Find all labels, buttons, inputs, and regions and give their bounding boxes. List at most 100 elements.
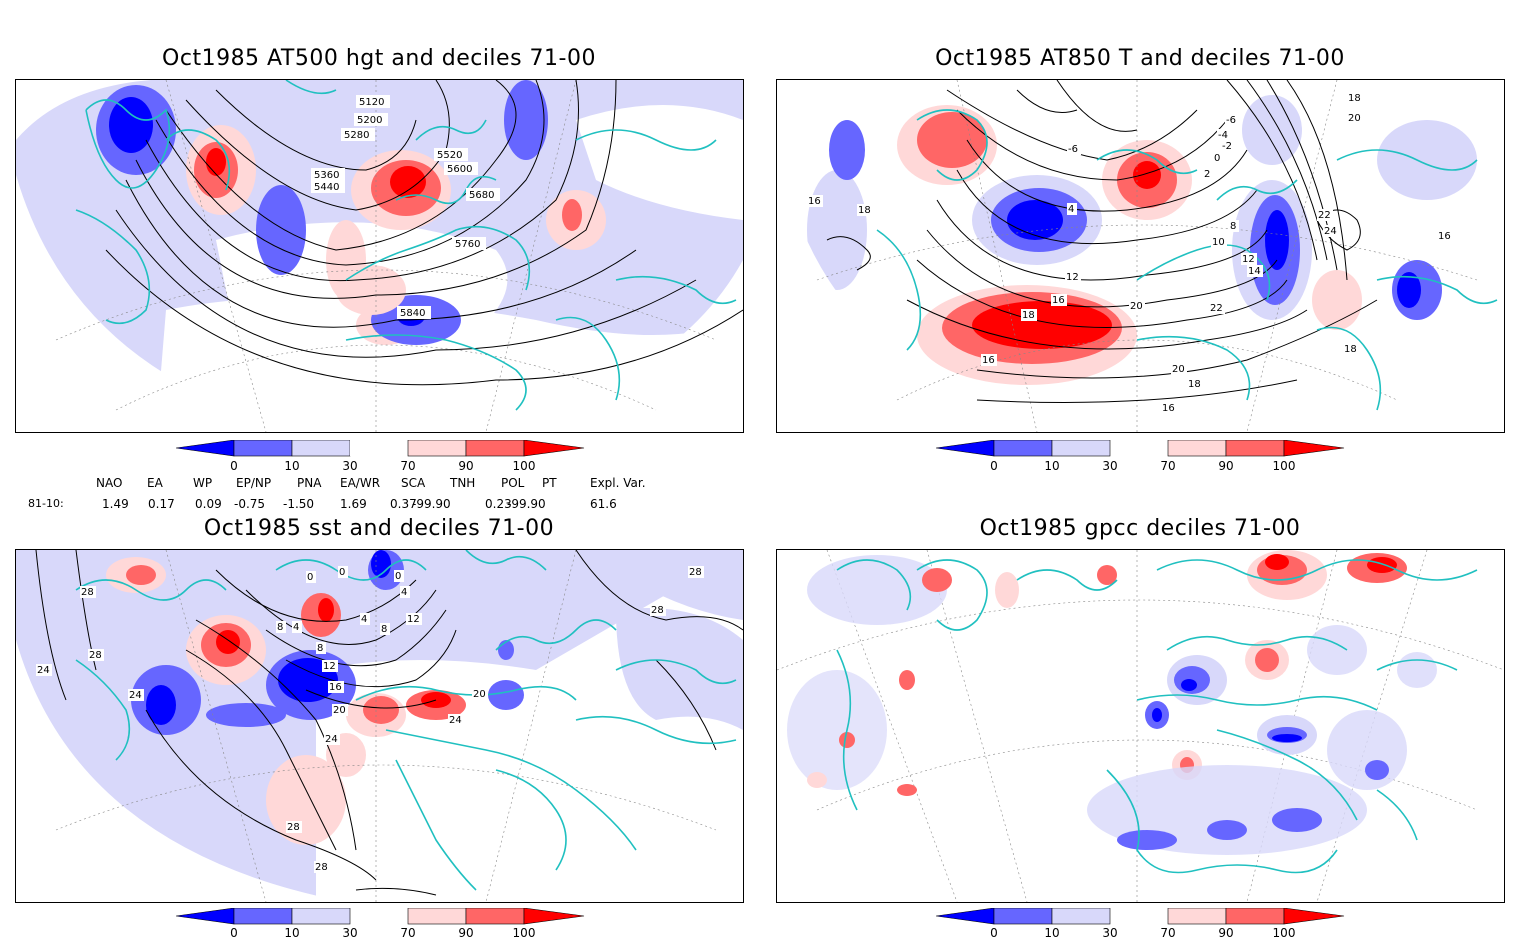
contour-label: 5360 [314, 170, 339, 181]
stat-header: Expl. Var. [590, 476, 646, 490]
stat-value: 0.17 [148, 497, 175, 511]
colorbar-top-right: 0 10 30 70 90 100 [936, 440, 1345, 473]
svg-text:30: 30 [342, 926, 357, 940]
contour-label: -6 [1226, 115, 1236, 126]
svg-text:100: 100 [1273, 459, 1296, 473]
contour-label: 0 [1214, 153, 1220, 164]
stat-header: TNH [450, 476, 476, 490]
contour-label: 12 [1242, 254, 1255, 265]
contour-label: 14 [1248, 266, 1261, 277]
stat-value: -0.75 [234, 497, 266, 511]
stat-value: 1.69 [340, 497, 367, 511]
contour-label: 16 [329, 682, 342, 693]
colorbar-bottom-left: 0 10 30 70 90 100 [176, 908, 585, 940]
contour-label: 20 [333, 705, 346, 716]
contour-label: 2 [1204, 169, 1210, 180]
contour-label: 8 [1230, 221, 1236, 232]
contour-label: 18 [1344, 344, 1357, 355]
panel-title-at500: Oct1985 AT500 hgt and deciles 71-00 [162, 46, 596, 71]
contour-label: 5760 [455, 239, 480, 250]
svg-text:100: 100 [1273, 926, 1296, 940]
map-panel-at850: -6 -4 -2 0 2 4 -6 8 10 12 12 14 16 18 20… [776, 79, 1505, 433]
contour-label: 24 [129, 690, 142, 701]
contour-label: 5520 [437, 150, 462, 161]
contour-label: 5200 [357, 115, 382, 126]
contour-label: 24 [325, 734, 338, 745]
contour-label: 10 [1212, 237, 1225, 248]
stat-value: 0.23 [485, 497, 512, 511]
contour-label: 16 [1438, 231, 1451, 242]
contour-label: 4 [293, 622, 299, 633]
panel-title-gpcc: Oct1985 gpcc deciles 71-00 [979, 516, 1301, 541]
stat-value: 61.6 [590, 497, 617, 511]
map-panel-gpcc [776, 549, 1505, 903]
map-panel-at500: 5120 5200 5280 5360 5440 5520 5600 5680 … [15, 79, 744, 433]
contour-label: 5600 [447, 164, 472, 175]
stat-header: WP [193, 476, 213, 490]
svg-text:10: 10 [284, 926, 299, 940]
svg-text:0: 0 [230, 926, 238, 940]
contour-label: -4 [1218, 130, 1228, 141]
contour-label: 12 [323, 661, 336, 672]
svg-text:10: 10 [1044, 926, 1059, 940]
contour-label: 8 [381, 624, 387, 635]
contour-label: 5280 [344, 130, 369, 141]
stat-value: -1.50 [283, 497, 315, 511]
panel-title-sst: Oct1985 sst and deciles 71-00 [203, 516, 555, 541]
svg-text:10: 10 [1044, 459, 1059, 473]
svg-text:70: 70 [1160, 459, 1175, 473]
contour-label: 20 [1172, 364, 1185, 375]
contour-label: 16 [982, 355, 995, 366]
contour-label: 18 [858, 205, 871, 216]
colorbar-bottom-right: 0 10 30 70 90 100 [936, 908, 1345, 940]
svg-text:30: 30 [1102, 926, 1117, 940]
svg-text:90: 90 [458, 459, 473, 473]
contour-label: 16 [808, 196, 821, 207]
stat-header: PNA [297, 476, 322, 490]
contour-label: 28 [287, 822, 300, 833]
contour-label: 28 [651, 605, 664, 616]
svg-text:0: 0 [990, 459, 998, 473]
contour-label: 0 [307, 572, 313, 583]
svg-text:30: 30 [342, 459, 357, 473]
svg-text:70: 70 [400, 459, 415, 473]
contour-label: 20 [473, 689, 486, 700]
stat-value: 1.49 [102, 497, 129, 511]
contour-label: 4 [401, 587, 407, 598]
contour-label: 28 [315, 862, 328, 873]
contour-label: 24 [37, 665, 50, 676]
stat-value: 0.09 [195, 497, 222, 511]
contour-label: 28 [81, 587, 94, 598]
contour-label: 18 [1022, 310, 1035, 321]
svg-text:90: 90 [1218, 459, 1233, 473]
contour-label: 16 [1162, 403, 1175, 414]
contour-label: 18 [1348, 93, 1361, 104]
contour-label: 5440 [314, 182, 339, 193]
contour-label: 8 [317, 643, 323, 654]
colorbar-top-left: 0 10 30 70 90 100 [176, 440, 585, 473]
contour-label: 0 [339, 567, 345, 578]
stat-header: EP/NP [236, 476, 272, 490]
stat-header: NAO [96, 476, 123, 490]
contour-label: 4 [1068, 204, 1074, 215]
stat-value: -99.90 [507, 497, 546, 511]
svg-text:90: 90 [1218, 926, 1233, 940]
svg-text:70: 70 [1160, 926, 1175, 940]
stat-header: PT [542, 476, 557, 490]
stat-header: EA [147, 476, 163, 490]
contour-label: 28 [89, 650, 102, 661]
contour-label: 28 [689, 567, 702, 578]
svg-text:70: 70 [400, 926, 415, 940]
contour-label: 18 [1188, 379, 1201, 390]
panel-title-at850: Oct1985 AT850 T and deciles 71-00 [935, 46, 1345, 71]
contour-label: 5680 [469, 190, 494, 201]
stat-row-label: 81-10: [28, 497, 64, 510]
contour-label: -6 [1068, 144, 1078, 155]
teleconnection-stats: NAO EA WP EP/NP PNA EA/WR SCA TNH POL PT… [0, 474, 760, 514]
contour-label: 22 [1210, 303, 1223, 314]
contour-label: 5840 [400, 308, 425, 319]
contour-label: 24 [1324, 226, 1337, 237]
contour-label: 12 [407, 614, 420, 625]
stat-value: -99.90 [412, 497, 451, 511]
contour-label: 20 [1130, 301, 1143, 312]
